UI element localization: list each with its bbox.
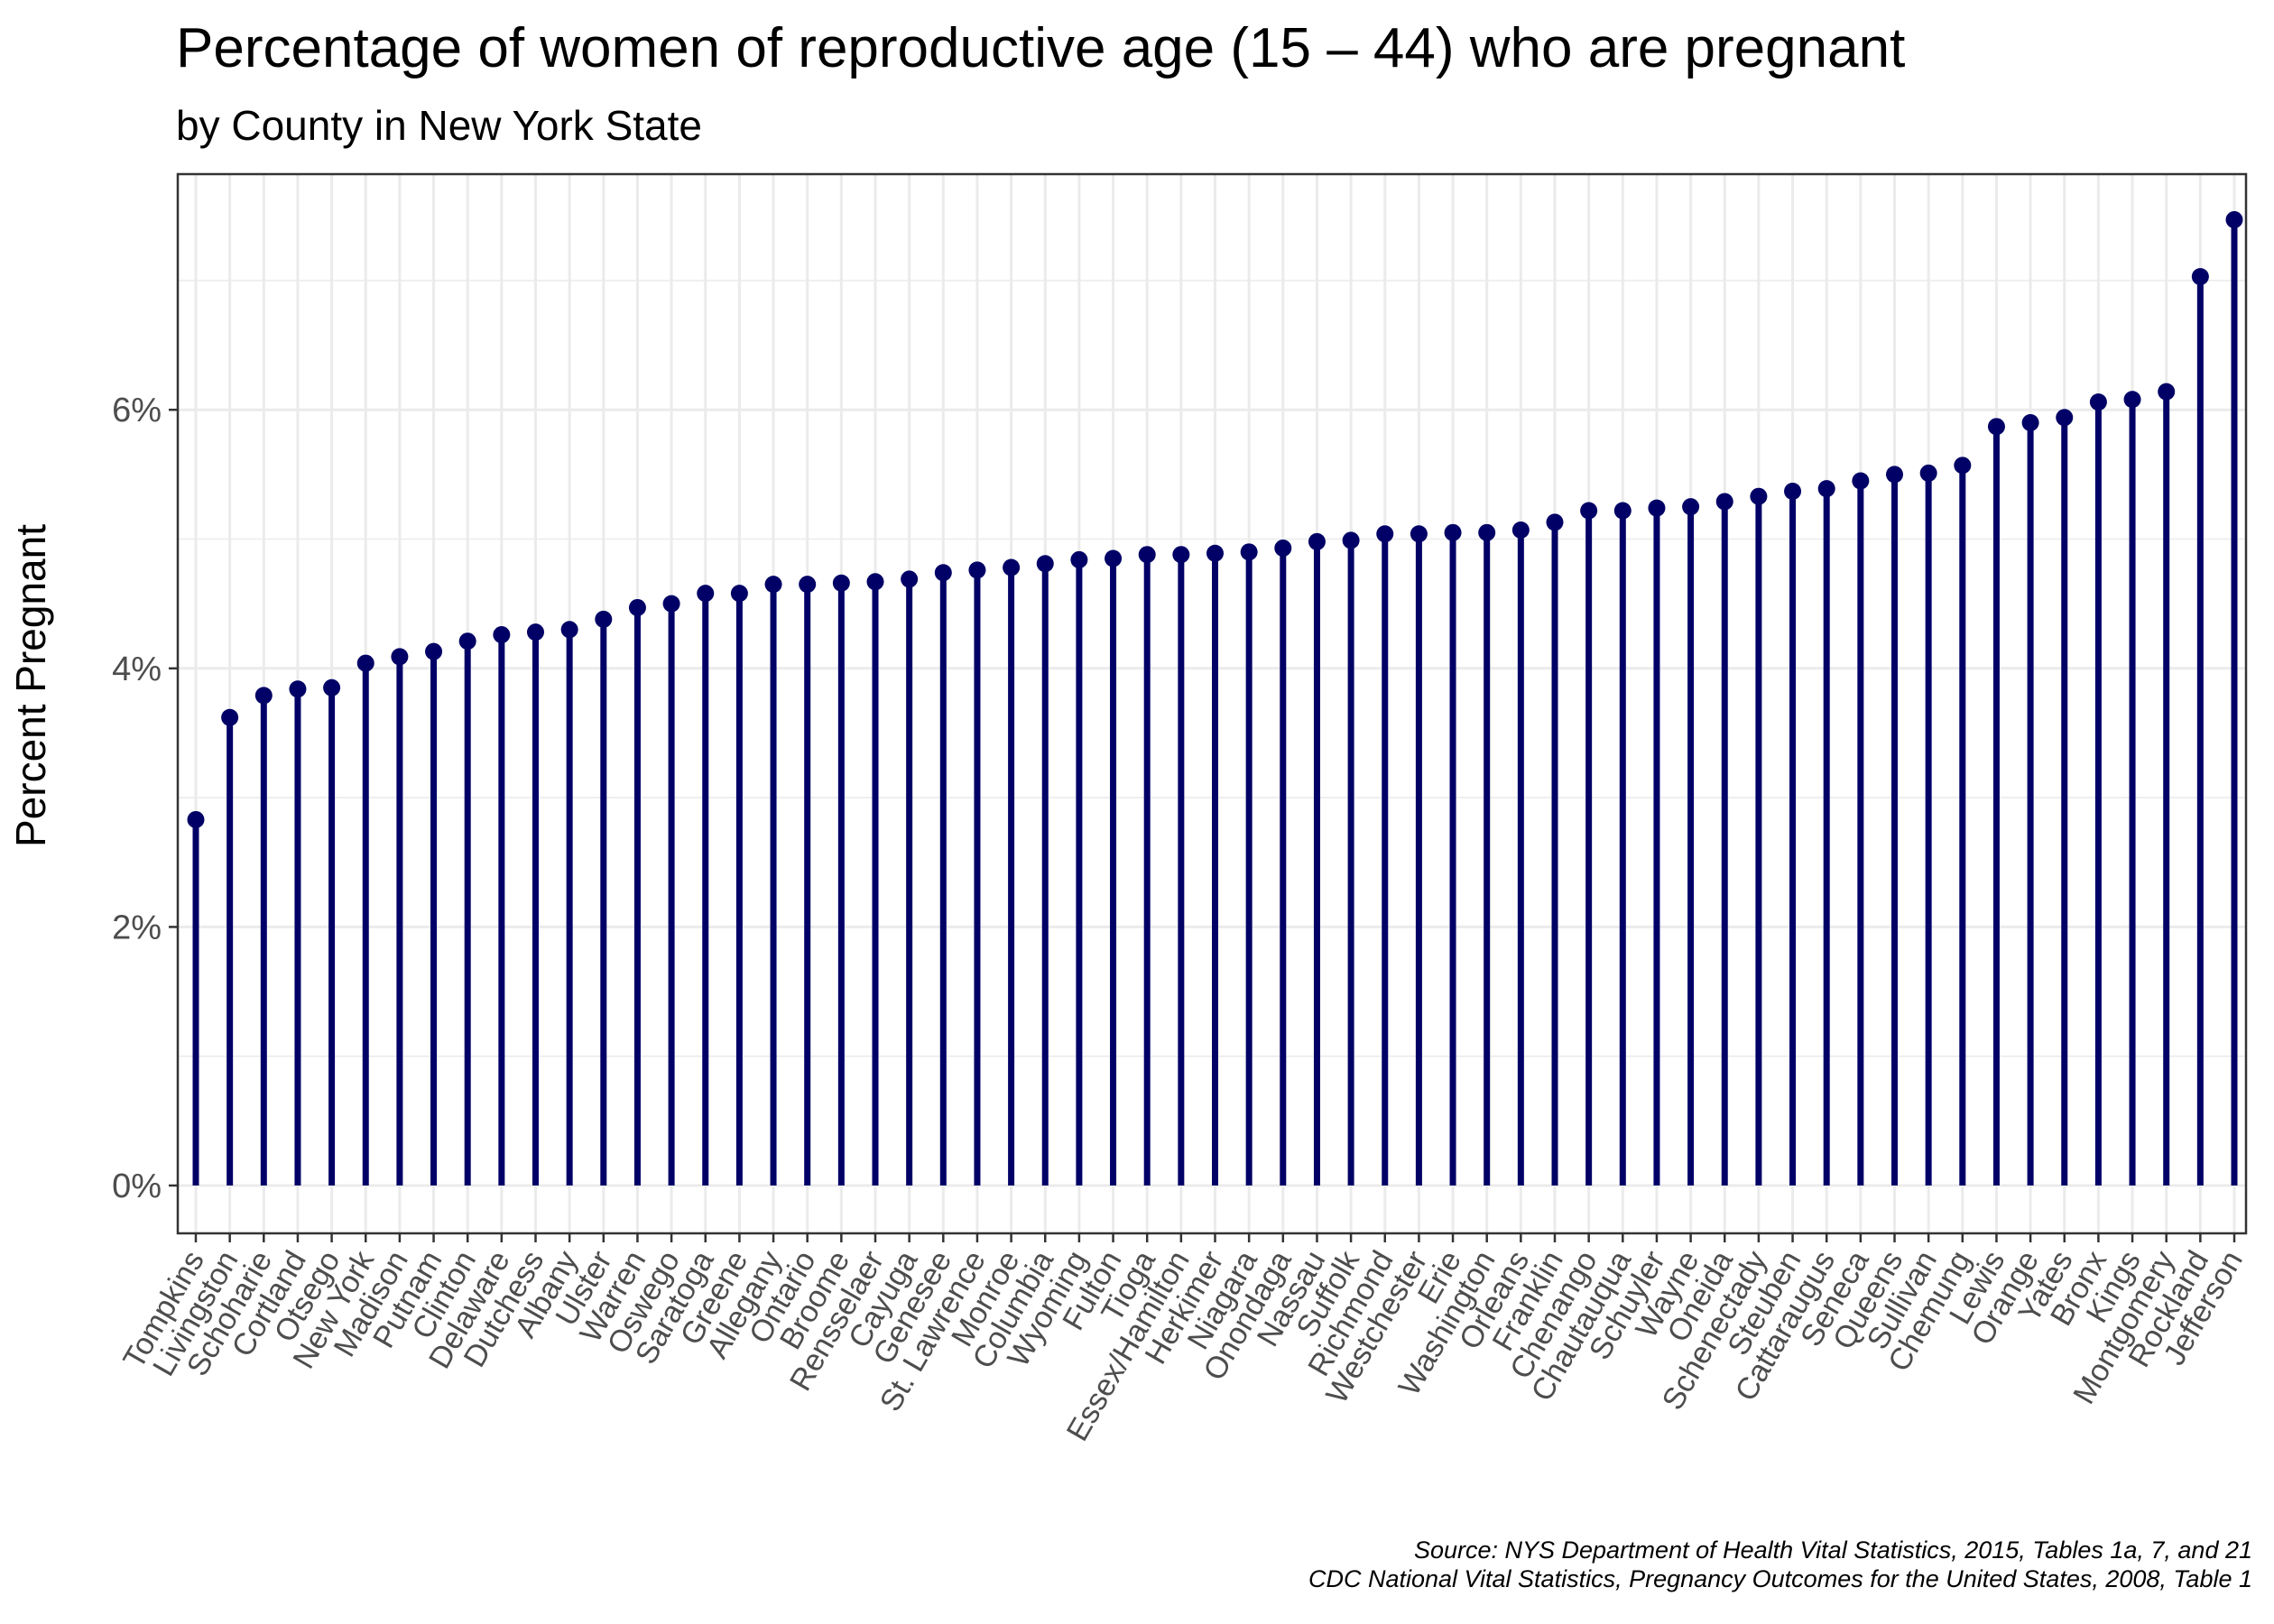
lollipop-point xyxy=(1715,493,1733,511)
lollipop-point xyxy=(2225,211,2243,229)
lollipop-point xyxy=(1376,525,1394,543)
panel-border xyxy=(176,172,2248,1235)
lollipop-point xyxy=(1648,499,1666,517)
lollipop-point xyxy=(1003,558,1021,577)
y-tick-label: 0% xyxy=(112,1167,162,1205)
lollipop-point xyxy=(1036,555,1054,573)
lollipop-point xyxy=(527,623,544,641)
lollipop-point xyxy=(662,595,680,613)
lollipop-point xyxy=(968,561,986,579)
lollipop-point xyxy=(323,678,341,697)
chart-subtitle: by County in New York State xyxy=(176,102,702,149)
lollipop-point xyxy=(1954,457,1972,475)
lollipop-point xyxy=(1240,543,1258,561)
lollipop-point xyxy=(1852,472,1870,490)
lollipop-point xyxy=(458,632,476,651)
lollipop-point xyxy=(1750,487,1768,505)
y-tick-label: 2% xyxy=(112,909,162,946)
lollipop-point xyxy=(866,573,884,591)
lollipop-point xyxy=(2123,391,2141,409)
lollipop-point xyxy=(2089,393,2107,411)
lollipop-point xyxy=(697,585,715,603)
lollipop-point xyxy=(934,564,952,582)
lollipop-point xyxy=(1070,550,1088,568)
lollipop-point xyxy=(1410,525,1428,543)
y-axis-ticks: 0% 2% 4% 6% xyxy=(112,392,178,1205)
lollipop-point xyxy=(764,576,782,594)
lollipop-point xyxy=(425,642,443,660)
lollipop-point xyxy=(832,574,850,592)
lollipop-point xyxy=(1342,531,1360,549)
lollipop-point xyxy=(1172,546,1190,564)
lollipop-point xyxy=(1308,532,1326,550)
lollipop-point xyxy=(1784,482,1802,500)
x-axis-ticks: TompkinsLivingstonSchoharieCortlandOtseg… xyxy=(116,1233,2250,1447)
lollipop-point xyxy=(187,810,205,828)
lollipop-point xyxy=(1682,498,1700,516)
lollipop-point xyxy=(1919,464,1937,482)
lollipop-point xyxy=(1817,480,1835,498)
lollipop-point xyxy=(628,598,646,616)
lollipop-point xyxy=(493,626,511,644)
lollipop-point xyxy=(799,576,817,594)
lollipop-point xyxy=(2021,414,2039,432)
lollipop-point xyxy=(221,708,239,726)
y-axis-title: Percent Pregnant xyxy=(7,524,54,847)
lollipop-point xyxy=(595,610,613,628)
lollipop-point xyxy=(254,687,273,705)
lollipop-point xyxy=(730,585,748,603)
lollipop-point xyxy=(1478,523,1496,541)
lollipop-point xyxy=(1613,502,1632,520)
lollipop-points xyxy=(187,211,2243,828)
lollipop-point xyxy=(1274,540,1292,558)
lollipop-point xyxy=(2191,268,2209,286)
y-tick-label: 6% xyxy=(112,392,162,429)
lollipop-point xyxy=(1546,513,1564,531)
lollipop-point xyxy=(2056,409,2074,427)
lollipop-point xyxy=(1206,544,1224,562)
lollipop-point xyxy=(1105,549,1123,567)
lollipop-point xyxy=(1444,523,1462,541)
y-tick-label: 4% xyxy=(112,651,162,688)
lollipop-point xyxy=(356,654,374,672)
caption-source-line-1: Source: NYS Department of Health Vital S… xyxy=(1413,1536,2252,1564)
lollipop-point xyxy=(560,621,578,639)
lollipop-point xyxy=(2158,383,2176,401)
lollipop-point xyxy=(1138,546,1156,564)
lollipop-point xyxy=(391,648,409,666)
caption-source-line-2: CDC National Vital Statistics, Pregnancy… xyxy=(1308,1565,2252,1592)
lollipop-point xyxy=(1580,502,1598,520)
lollipop-point xyxy=(901,570,919,588)
lollipop-stems xyxy=(192,219,2238,1186)
lollipop-point xyxy=(1987,418,2005,436)
chart-title: Percentage of women of reproductive age … xyxy=(176,17,1906,79)
lollipop-point xyxy=(1886,466,1903,484)
lollipop-point xyxy=(289,680,307,698)
lollipop-point xyxy=(1511,521,1530,539)
